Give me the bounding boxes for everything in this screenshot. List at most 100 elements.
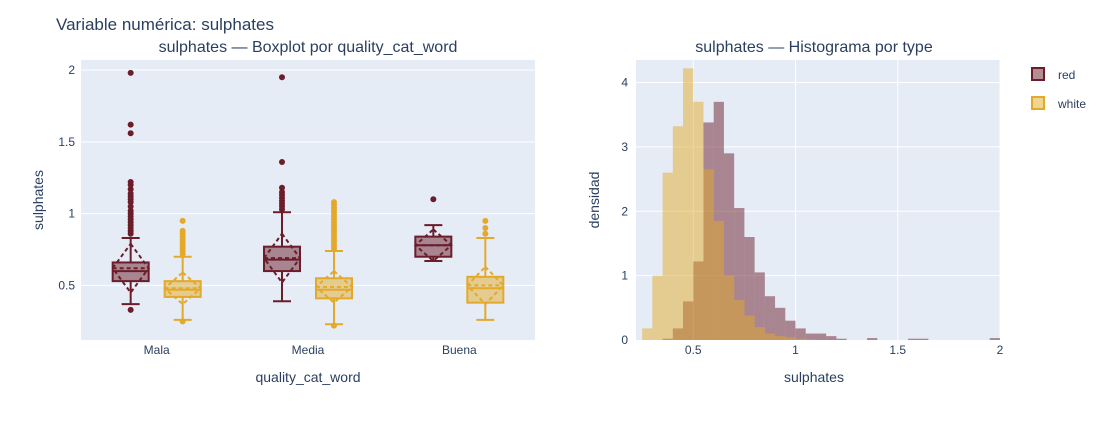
histogram-bar-red	[754, 272, 765, 340]
histogram-bar-red	[775, 307, 786, 340]
histogram-bar-white	[662, 172, 673, 340]
boxplot-xtick-label: Buena	[442, 343, 477, 357]
histogram-bar-white	[672, 126, 684, 340]
box-outlier	[179, 227, 186, 234]
histogram-bar-red	[795, 328, 806, 340]
histogram-bar-red	[867, 338, 878, 340]
histogram-bar-red	[805, 333, 816, 340]
histogram-bar-white	[775, 336, 786, 340]
box-outlier	[279, 158, 285, 165]
box-outlier	[127, 190, 134, 197]
box-outlier	[482, 230, 489, 237]
box-red-buena[interactable]	[413, 196, 453, 263]
boxplot-title: sulphates — Boxplot por quality_cat_word	[159, 39, 458, 56]
box-outlier	[127, 306, 134, 313]
boxplot-xtick-label: Mala	[144, 343, 170, 357]
histogram-bar-red	[836, 338, 847, 340]
box-outlier	[127, 121, 134, 128]
histogram-bar-red	[764, 296, 776, 340]
box-outlier	[127, 203, 134, 210]
legend-swatch-white	[1031, 96, 1045, 110]
histogram-bar-red	[826, 336, 837, 340]
histogram-bar-white	[703, 169, 714, 340]
histogram-ytick-label: 1	[621, 269, 628, 283]
box-sd-diamond	[413, 228, 453, 263]
histogram-bar-white	[693, 101, 704, 340]
histogram-title: sulphates — Histograma por type	[695, 39, 933, 56]
boxplot-ytick-label: 0.5	[58, 278, 75, 292]
histogram-ytick-label: 4	[621, 76, 628, 90]
boxplot-xlabel: quality_cat_word	[255, 369, 360, 385]
box-white-buena[interactable]	[465, 217, 505, 321]
box-red-mala[interactable]	[111, 69, 150, 313]
histogram-bar-white	[713, 220, 724, 340]
legend: red white	[1031, 67, 1086, 111]
box-sd-diamond	[465, 265, 505, 306]
box-outlier	[179, 318, 186, 325]
box-white-mala[interactable]	[163, 217, 203, 325]
box-iqr	[414, 235, 453, 258]
histogram-xtick-label: 0.5	[685, 343, 702, 357]
histogram-bar-white	[744, 315, 755, 340]
boxplot-ylabel: sulphates	[30, 170, 46, 230]
box-outlier	[331, 199, 337, 206]
legend-item-white[interactable]: white	[1031, 96, 1086, 111]
box-white-media[interactable]	[314, 199, 354, 329]
histogram-ylabel: densidad	[586, 172, 602, 229]
histogram-bar-red	[907, 338, 919, 340]
legend-item-red[interactable]: red	[1031, 67, 1075, 82]
histogram-bar-white	[764, 333, 776, 340]
histogram-panel: 0 1 2 3 4 0.5 1 1.5 2 sulphates — Histograma po…	[586, 39, 1004, 385]
histogram-bar-red	[785, 320, 796, 340]
legend-label-white: white	[1057, 97, 1086, 111]
legend-label-red: red	[1058, 68, 1075, 82]
box-outlier	[127, 207, 134, 214]
box-sd-diamond	[163, 271, 203, 306]
histogram-bar-white	[683, 68, 694, 341]
page-title: Variable numérica: sulphates	[56, 15, 274, 34]
histogram-xtick-label: 1	[792, 343, 799, 357]
histogram-bar-white	[652, 275, 663, 340]
box-sd-diamond	[314, 269, 354, 304]
box-sd-diamond	[262, 232, 302, 285]
histogram-bar-red	[734, 208, 745, 340]
box-outlier	[179, 217, 186, 224]
histogram-bar-red	[918, 338, 929, 340]
box-outlier	[430, 196, 437, 203]
histogram-bar-red	[723, 153, 735, 340]
box-outlier	[331, 322, 337, 329]
histogram-bar-white	[754, 327, 765, 340]
histogram-bar-white	[785, 337, 796, 340]
box-outlier	[127, 130, 134, 137]
histogram-ytick-label: 3	[621, 140, 628, 154]
box-outlier	[279, 184, 285, 191]
box-outlier	[482, 225, 489, 231]
histogram-bar-white	[805, 339, 816, 340]
histogram-bar-red	[744, 237, 755, 340]
box-outlier	[127, 186, 134, 193]
histogram-xtick-label: 1.5	[889, 343, 906, 357]
box-red-media[interactable]	[262, 74, 302, 303]
box-outlier	[127, 179, 134, 186]
histogram-ytick-label: 2	[621, 204, 628, 218]
boxplot-ytick-label: 1	[68, 207, 75, 221]
histogram-xtick-label: 2	[997, 343, 1004, 357]
boxplot-ytick-label: 1.5	[58, 135, 75, 149]
histogram-bar-white	[642, 328, 653, 340]
box-sd-diamond	[111, 242, 150, 295]
histogram-ytick-label: 0	[621, 333, 628, 347]
histogram-bar-white	[723, 275, 735, 340]
box-outlier	[482, 217, 489, 224]
histogram-bar-white	[795, 338, 806, 340]
box-iqr	[315, 277, 353, 300]
box-iqr	[466, 275, 505, 304]
boxplot-panel: 0.5 1 1.5 2 Mala Media Buena sulphates — Boxp…	[30, 39, 535, 385]
histogram-xlabel: sulphates	[784, 369, 844, 385]
histogram-bar-red	[815, 333, 827, 340]
boxplot-xtick-label: Media	[292, 343, 325, 357]
box-outlier	[279, 74, 285, 81]
legend-swatch-red	[1031, 67, 1045, 81]
boxplot-ytick-label: 2	[68, 63, 75, 77]
